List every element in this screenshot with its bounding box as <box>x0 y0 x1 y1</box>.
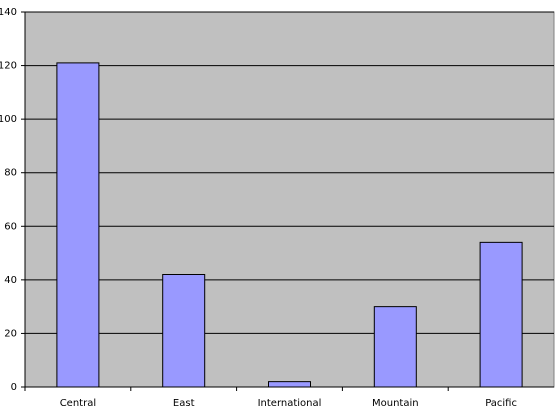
y-tick-label: 0 <box>11 382 17 393</box>
x-tick-label: International <box>258 398 322 409</box>
y-tick-label: 100 <box>0 114 17 125</box>
x-tick-label: East <box>173 398 195 409</box>
bar <box>56 62 100 388</box>
y-tick-label: 80 <box>4 168 17 179</box>
y-tick-label: 120 <box>0 61 17 72</box>
bar <box>373 306 417 388</box>
x-tick-label: Mountain <box>372 398 419 409</box>
y-tick-label: 140 <box>0 7 17 18</box>
bar <box>479 241 523 388</box>
plot-area <box>24 11 555 388</box>
x-tick-label: Pacific <box>485 398 517 409</box>
bar <box>162 274 206 388</box>
y-tick-label: 40 <box>4 275 17 286</box>
bar <box>268 381 311 388</box>
y-tick-label: 60 <box>4 221 17 232</box>
x-tick-label: Central <box>60 398 96 409</box>
y-tick-label: 20 <box>4 328 17 339</box>
